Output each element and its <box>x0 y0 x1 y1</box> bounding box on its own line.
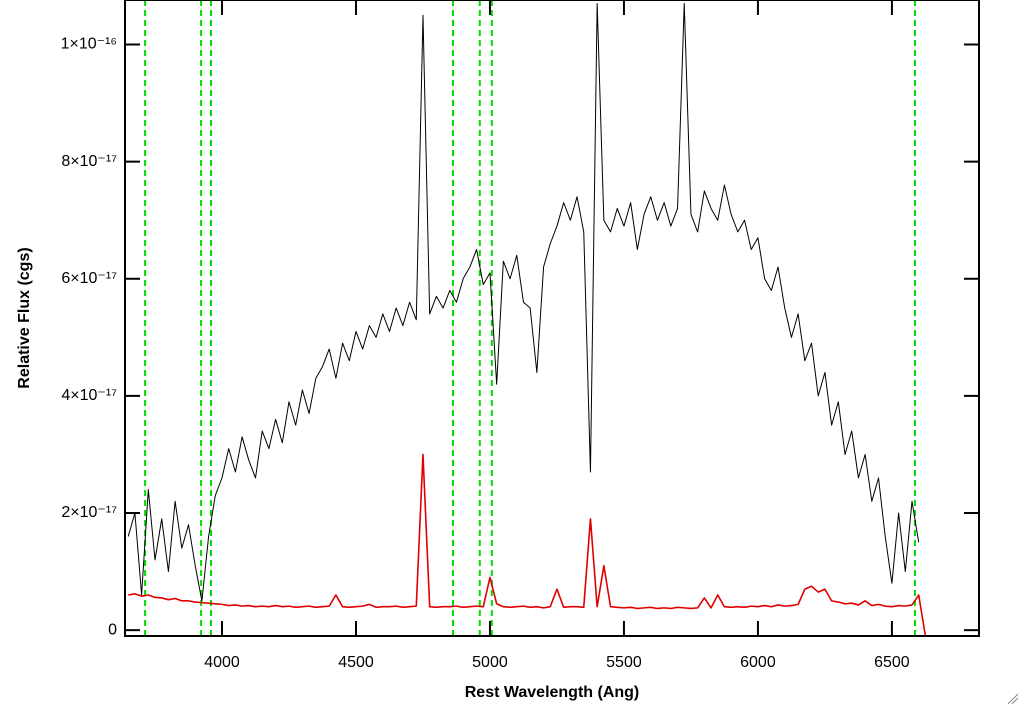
y-tick-label: 0 <box>108 621 117 638</box>
y-tick-label: 4×10⁻¹⁷ <box>61 387 117 404</box>
plot-frame <box>124 0 980 637</box>
x-tick-label: 4000 <box>204 654 240 671</box>
y-tick-label: 1×10⁻¹⁶ <box>61 36 117 53</box>
spectrum-line <box>128 453 979 637</box>
resize-grip <box>1007 693 1019 705</box>
spectrum-line <box>127 3 920 602</box>
x-axis-label: Rest Wavelength (Ang) <box>465 684 640 701</box>
y-axis-label: Relative Flux (cgs) <box>16 247 33 388</box>
x-tick-label: 4500 <box>338 654 374 671</box>
x-tick-label: 6000 <box>740 654 776 671</box>
x-tick-label: 5500 <box>606 654 642 671</box>
x-tick-label: 6500 <box>874 654 910 671</box>
y-tick-label: 8×10⁻¹⁷ <box>61 153 117 170</box>
y-tick-label: 2×10⁻¹⁷ <box>61 504 117 521</box>
x-tick-label: 5000 <box>472 654 508 671</box>
y-tick-label: 6×10⁻¹⁷ <box>61 270 117 287</box>
